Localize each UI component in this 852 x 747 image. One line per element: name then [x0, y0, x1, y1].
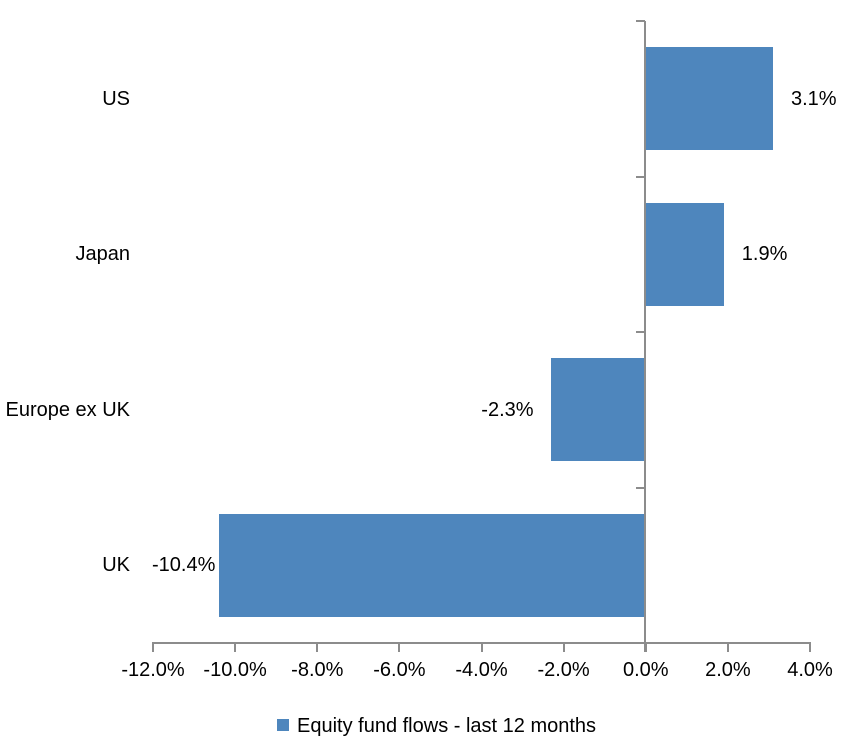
- x-axis-tick: [726, 643, 729, 652]
- x-axis-tick: [316, 643, 319, 652]
- x-axis-tick: [152, 643, 154, 652]
- bar: [551, 358, 646, 462]
- x-axis-tick-label: -8.0%: [291, 659, 344, 681]
- x-axis-tick: [809, 643, 811, 652]
- data-label: 3.1%: [791, 87, 837, 110]
- x-axis-tick-label: -10.0%: [203, 659, 267, 681]
- y-axis-tick: [635, 486, 645, 489]
- legend: Equity fund flows - last 12 months: [277, 714, 596, 738]
- legend-label: Equity fund flows - last 12 months: [297, 715, 597, 737]
- y-axis-tick: [635, 20, 645, 22]
- bar: [645, 202, 724, 306]
- x-axis-tick: [398, 643, 401, 652]
- x-axis-tick-label: -12.0%: [121, 659, 185, 681]
- x-axis-tick-label: -6.0%: [373, 659, 426, 681]
- x-axis-tick: [562, 643, 565, 652]
- bar: [218, 513, 646, 617]
- legend-swatch-icon: [277, 719, 289, 731]
- y-axis-tick: [635, 175, 645, 178]
- x-axis-tick-label: 0.0%: [623, 659, 669, 681]
- x-axis-tick: [480, 643, 483, 652]
- data-label: -2.3%: [481, 398, 534, 421]
- category-label: Europe ex UK: [5, 398, 130, 421]
- x-axis-tick-label: -2.0%: [537, 659, 590, 681]
- x-axis-tick-label: -4.0%: [455, 659, 508, 681]
- x-axis-tick-label: 4.0%: [787, 659, 833, 681]
- category-label: US: [102, 87, 130, 110]
- y-axis-tick: [635, 331, 645, 333]
- bar: [645, 47, 774, 151]
- data-label: 1.9%: [741, 243, 788, 266]
- y-axis-line: [644, 21, 647, 652]
- category-label: UK: [102, 554, 130, 577]
- category-label: Japan: [75, 243, 131, 266]
- data-label: -10.4%: [152, 554, 216, 577]
- x-axis-tick-label: 2.0%: [705, 659, 751, 681]
- x-axis-tick: [234, 643, 237, 652]
